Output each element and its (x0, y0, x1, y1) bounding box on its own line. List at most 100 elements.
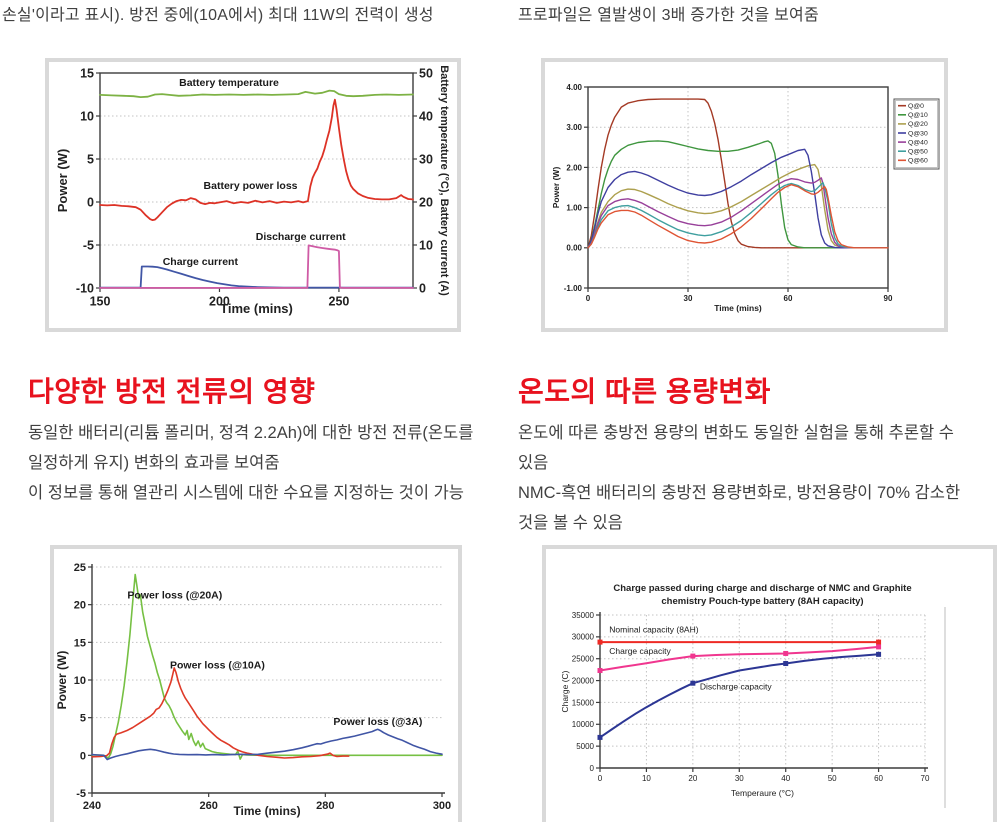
svg-text:Q@50: Q@50 (908, 149, 928, 156)
svg-text:40: 40 (781, 774, 790, 783)
figure-power-loss-current-chart: 240 260 280 300 -5 0 5 10 15 20 25 Time (mins) Power… (50, 545, 462, 822)
body-line: 일정하게 유지) 변화의 효과를 보여줌 (28, 454, 280, 472)
body-line: 것을 볼 수 있음 (518, 514, 623, 532)
svg-text:Power loss (@3A): Power loss (@3A) (333, 716, 422, 728)
svg-text:0: 0 (590, 764, 595, 773)
svg-text:Time (mins): Time (mins) (220, 301, 293, 316)
svg-text:1.00: 1.00 (566, 203, 582, 212)
body-line: 있음 (518, 454, 549, 472)
svg-text:4.00: 4.00 (566, 83, 582, 92)
svg-text:40: 40 (419, 110, 433, 124)
svg-text:Battery power loss: Battery power loss (204, 180, 298, 192)
svg-text:30: 30 (684, 294, 693, 303)
svg-text:15: 15 (80, 67, 94, 81)
svg-text:5: 5 (87, 153, 94, 167)
svg-text:0.00: 0.00 (566, 244, 582, 253)
section-heading-discharge-current: 다양한 방전 전류의 영향 (28, 376, 316, 407)
svg-text:20: 20 (74, 600, 86, 612)
svg-text:10: 10 (642, 774, 651, 783)
svg-text:30: 30 (735, 774, 744, 783)
svg-text:50: 50 (828, 774, 837, 783)
svg-text:3.00: 3.00 (566, 123, 582, 132)
body-line: 동일한 배터리(리튬 폴리머, 정격 2.2Ah)에 대한 방전 전류(온도를 (28, 424, 474, 442)
svg-text:chemistry Pouch-type battery (: chemistry Pouch-type battery (8AH capaci… (661, 596, 863, 607)
svg-text:10: 10 (74, 675, 86, 687)
svg-text:10: 10 (419, 239, 433, 253)
svg-text:Power (W): Power (W) (551, 167, 561, 209)
svg-text:30000: 30000 (572, 633, 595, 642)
svg-text:Time (mins): Time (mins) (714, 303, 762, 313)
heat-generation-q-chart: 0 30 60 90 -1.00 0.00 1.00 2.00 3.00 4.00 Time (mi… (545, 62, 944, 333)
svg-text:25: 25 (74, 562, 86, 574)
svg-text:Q@10: Q@10 (908, 112, 928, 119)
svg-text:280: 280 (316, 800, 334, 812)
svg-text:Discharge current: Discharge current (256, 231, 346, 243)
svg-text:Power (W): Power (W) (55, 149, 70, 213)
svg-text:35000: 35000 (572, 611, 595, 620)
svg-text:Q@40: Q@40 (908, 139, 928, 146)
svg-text:0: 0 (80, 750, 86, 762)
figure-charge-capacity-chart: 0 10 20 30 40 50 60 70 0 5000 10000 15000 20000 25000… (542, 545, 997, 822)
svg-text:240: 240 (83, 800, 101, 812)
svg-text:Charge capacity: Charge capacity (609, 646, 671, 656)
svg-text:Power loss (@10A): Power loss (@10A) (170, 659, 265, 671)
svg-text:260: 260 (199, 800, 217, 812)
svg-text:-10: -10 (76, 282, 94, 296)
svg-text:20: 20 (688, 774, 697, 783)
svg-text:0: 0 (598, 774, 603, 783)
svg-text:Power loss (@20A): Power loss (@20A) (127, 589, 222, 601)
svg-text:60: 60 (784, 294, 793, 303)
svg-text:150: 150 (90, 295, 111, 309)
svg-text:20: 20 (419, 196, 433, 210)
svg-text:Time (mins): Time (mins) (233, 804, 300, 818)
svg-text:-5: -5 (76, 788, 86, 800)
figure-heat-generation-chart: 0 30 60 90 -1.00 0.00 1.00 2.00 3.00 4.00 Time (mi… (541, 58, 948, 332)
continuation-note-right: 프로파일은 열발생이 3배 증가한 것을 보여줌 (518, 7, 819, 24)
svg-text:-1.00: -1.00 (564, 284, 583, 293)
svg-text:250: 250 (329, 295, 350, 309)
svg-text:50: 50 (419, 67, 433, 81)
svg-text:Power (W): Power (W) (55, 651, 69, 710)
svg-text:Battery temperature: Battery temperature (179, 77, 279, 89)
svg-text:0: 0 (87, 196, 94, 210)
svg-text:Q@30: Q@30 (908, 130, 928, 137)
svg-text:Discharge capacity: Discharge capacity (700, 681, 773, 691)
svg-text:Charge current: Charge current (163, 256, 239, 268)
section-heading-capacity-temperature: 온도의 따른 용량변화 (518, 376, 771, 407)
svg-text:-5: -5 (83, 239, 94, 253)
svg-text:5: 5 (80, 713, 86, 725)
svg-text:2.00: 2.00 (566, 163, 582, 172)
continuation-note-left: 손실'이라고 표시). 방전 중에(10A에서) 최대 11W의 전력이 생성 (2, 7, 434, 24)
svg-text:Battery temperature (°C), Batt: Battery temperature (°C), Battery curren… (438, 65, 450, 296)
svg-text:Nominal capacity (8AH): Nominal capacity (8AH) (609, 624, 698, 634)
svg-text:30: 30 (419, 153, 433, 167)
svg-text:Q@20: Q@20 (908, 121, 928, 128)
svg-text:90: 90 (884, 294, 893, 303)
svg-text:20000: 20000 (572, 676, 595, 685)
svg-text:0: 0 (586, 294, 591, 303)
svg-text:10000: 10000 (572, 720, 595, 729)
body-line: NMC-흑연 배터리의 충방전 용량변화로, 방전용량이 70% 감소한 (518, 484, 961, 502)
svg-text:0: 0 (419, 282, 426, 296)
body-line: 온도에 따른 충방전 용량의 변화도 동일한 실험을 통해 추론할 수 (518, 424, 954, 442)
svg-text:Charge passed during charge an: Charge passed during charge and discharg… (613, 583, 911, 594)
power-loss-current-chart: 240 260 280 300 -5 0 5 10 15 20 25 Time (mins) Power… (54, 549, 458, 822)
svg-text:200: 200 (209, 295, 230, 309)
svg-text:Temperaure (°C): Temperaure (°C) (731, 788, 794, 798)
svg-text:Charge (C): Charge (C) (560, 670, 570, 712)
svg-text:Q@60: Q@60 (908, 158, 928, 165)
figure-battery-power-loss-chart: 150 200 250 -10 -5 0 5 10 15 0 10 20 30 40 50 Time (min… (45, 58, 461, 332)
svg-text:300: 300 (433, 800, 451, 812)
charge-capacity-chart: 0 10 20 30 40 50 60 70 0 5000 10000 15000 20000 25000… (546, 549, 993, 822)
svg-text:60: 60 (874, 774, 883, 783)
body-line: 이 정보를 통해 열관리 시스템에 대한 수요를 지정하는 것이 가능 (28, 484, 464, 502)
svg-text:10: 10 (80, 110, 94, 124)
section-body-right: 온도에 따른 충방전 용량의 변화도 동일한 실험을 통해 추론할 수 있음 N… (518, 418, 960, 538)
section-body-left: 동일한 배터리(리튬 폴리머, 정격 2.2Ah)에 대한 방전 전류(온도를 … (28, 418, 473, 508)
svg-text:25000: 25000 (572, 655, 595, 664)
svg-text:15: 15 (74, 637, 86, 649)
svg-text:Q@0: Q@0 (908, 103, 924, 110)
battery-power-loss-chart: 150 200 250 -10 -5 0 5 10 15 0 10 20 30 40 50 Time (min… (49, 62, 457, 333)
svg-text:15000: 15000 (572, 698, 595, 707)
